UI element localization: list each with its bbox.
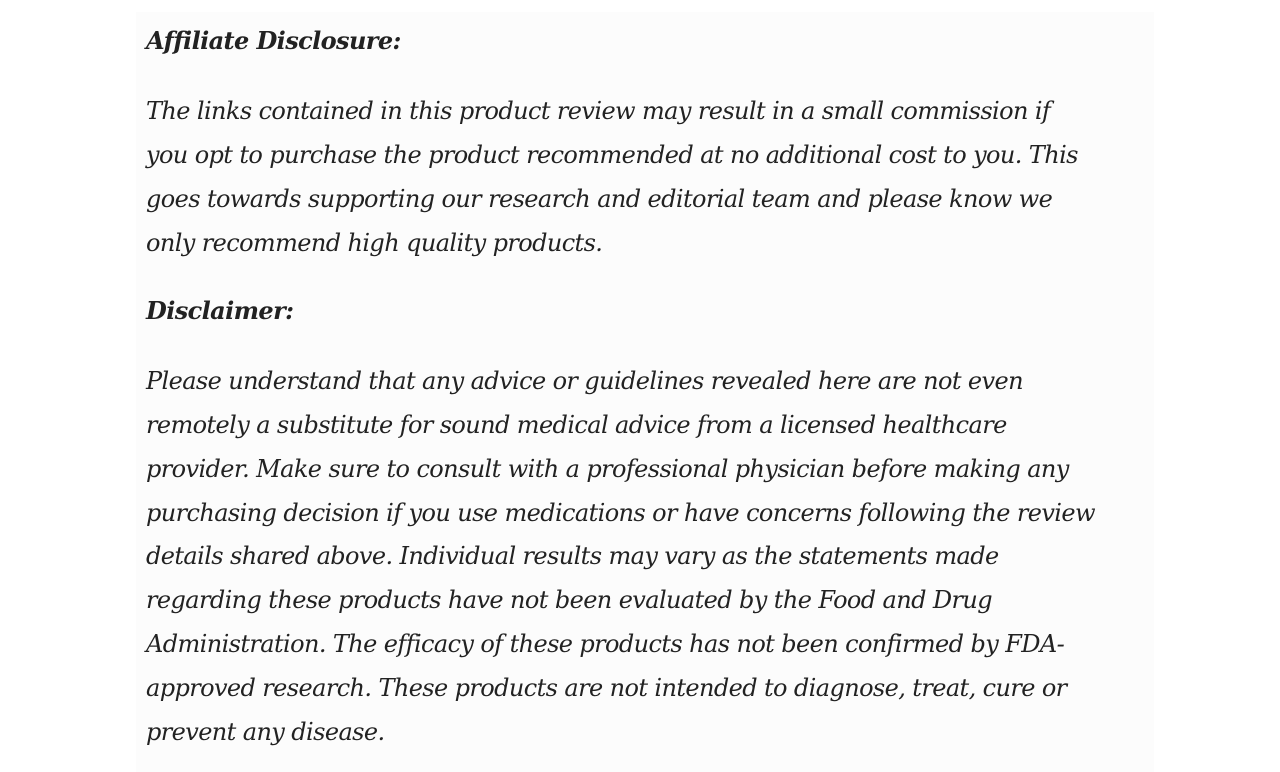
paragraph-line: approved research. These products are no…: [146, 674, 1067, 702]
paragraph-line: goes towards supporting our research and…: [146, 185, 1053, 213]
affiliate-disclosure-heading: Affiliate Disclosure:: [146, 26, 401, 55]
paragraph-line: you opt to purchase the product recommen…: [146, 141, 1078, 169]
paragraph-line: only recommend high quality products.: [146, 229, 603, 257]
paragraph-line: remotely a substitute for sound medical …: [146, 411, 1007, 439]
paragraph-line: Administration. The efficacy of these pr…: [146, 630, 1065, 658]
disclaimer-heading: Disclaimer:: [146, 296, 294, 325]
paragraph-line: details shared above. Individual results…: [146, 542, 999, 570]
paragraph-line: The links contained in this product revi…: [146, 97, 1051, 125]
paragraph-line: provider. Make sure to consult with a pr…: [146, 455, 1069, 483]
paragraph-line: purchasing decision if you use medicatio…: [146, 499, 1096, 527]
disclosure-box: [136, 12, 1154, 772]
paragraph-line: Please understand that any advice or gui…: [146, 367, 1024, 395]
paragraph-line: prevent any disease.: [146, 718, 385, 746]
paragraph-line: regarding these products have not been e…: [146, 586, 993, 614]
